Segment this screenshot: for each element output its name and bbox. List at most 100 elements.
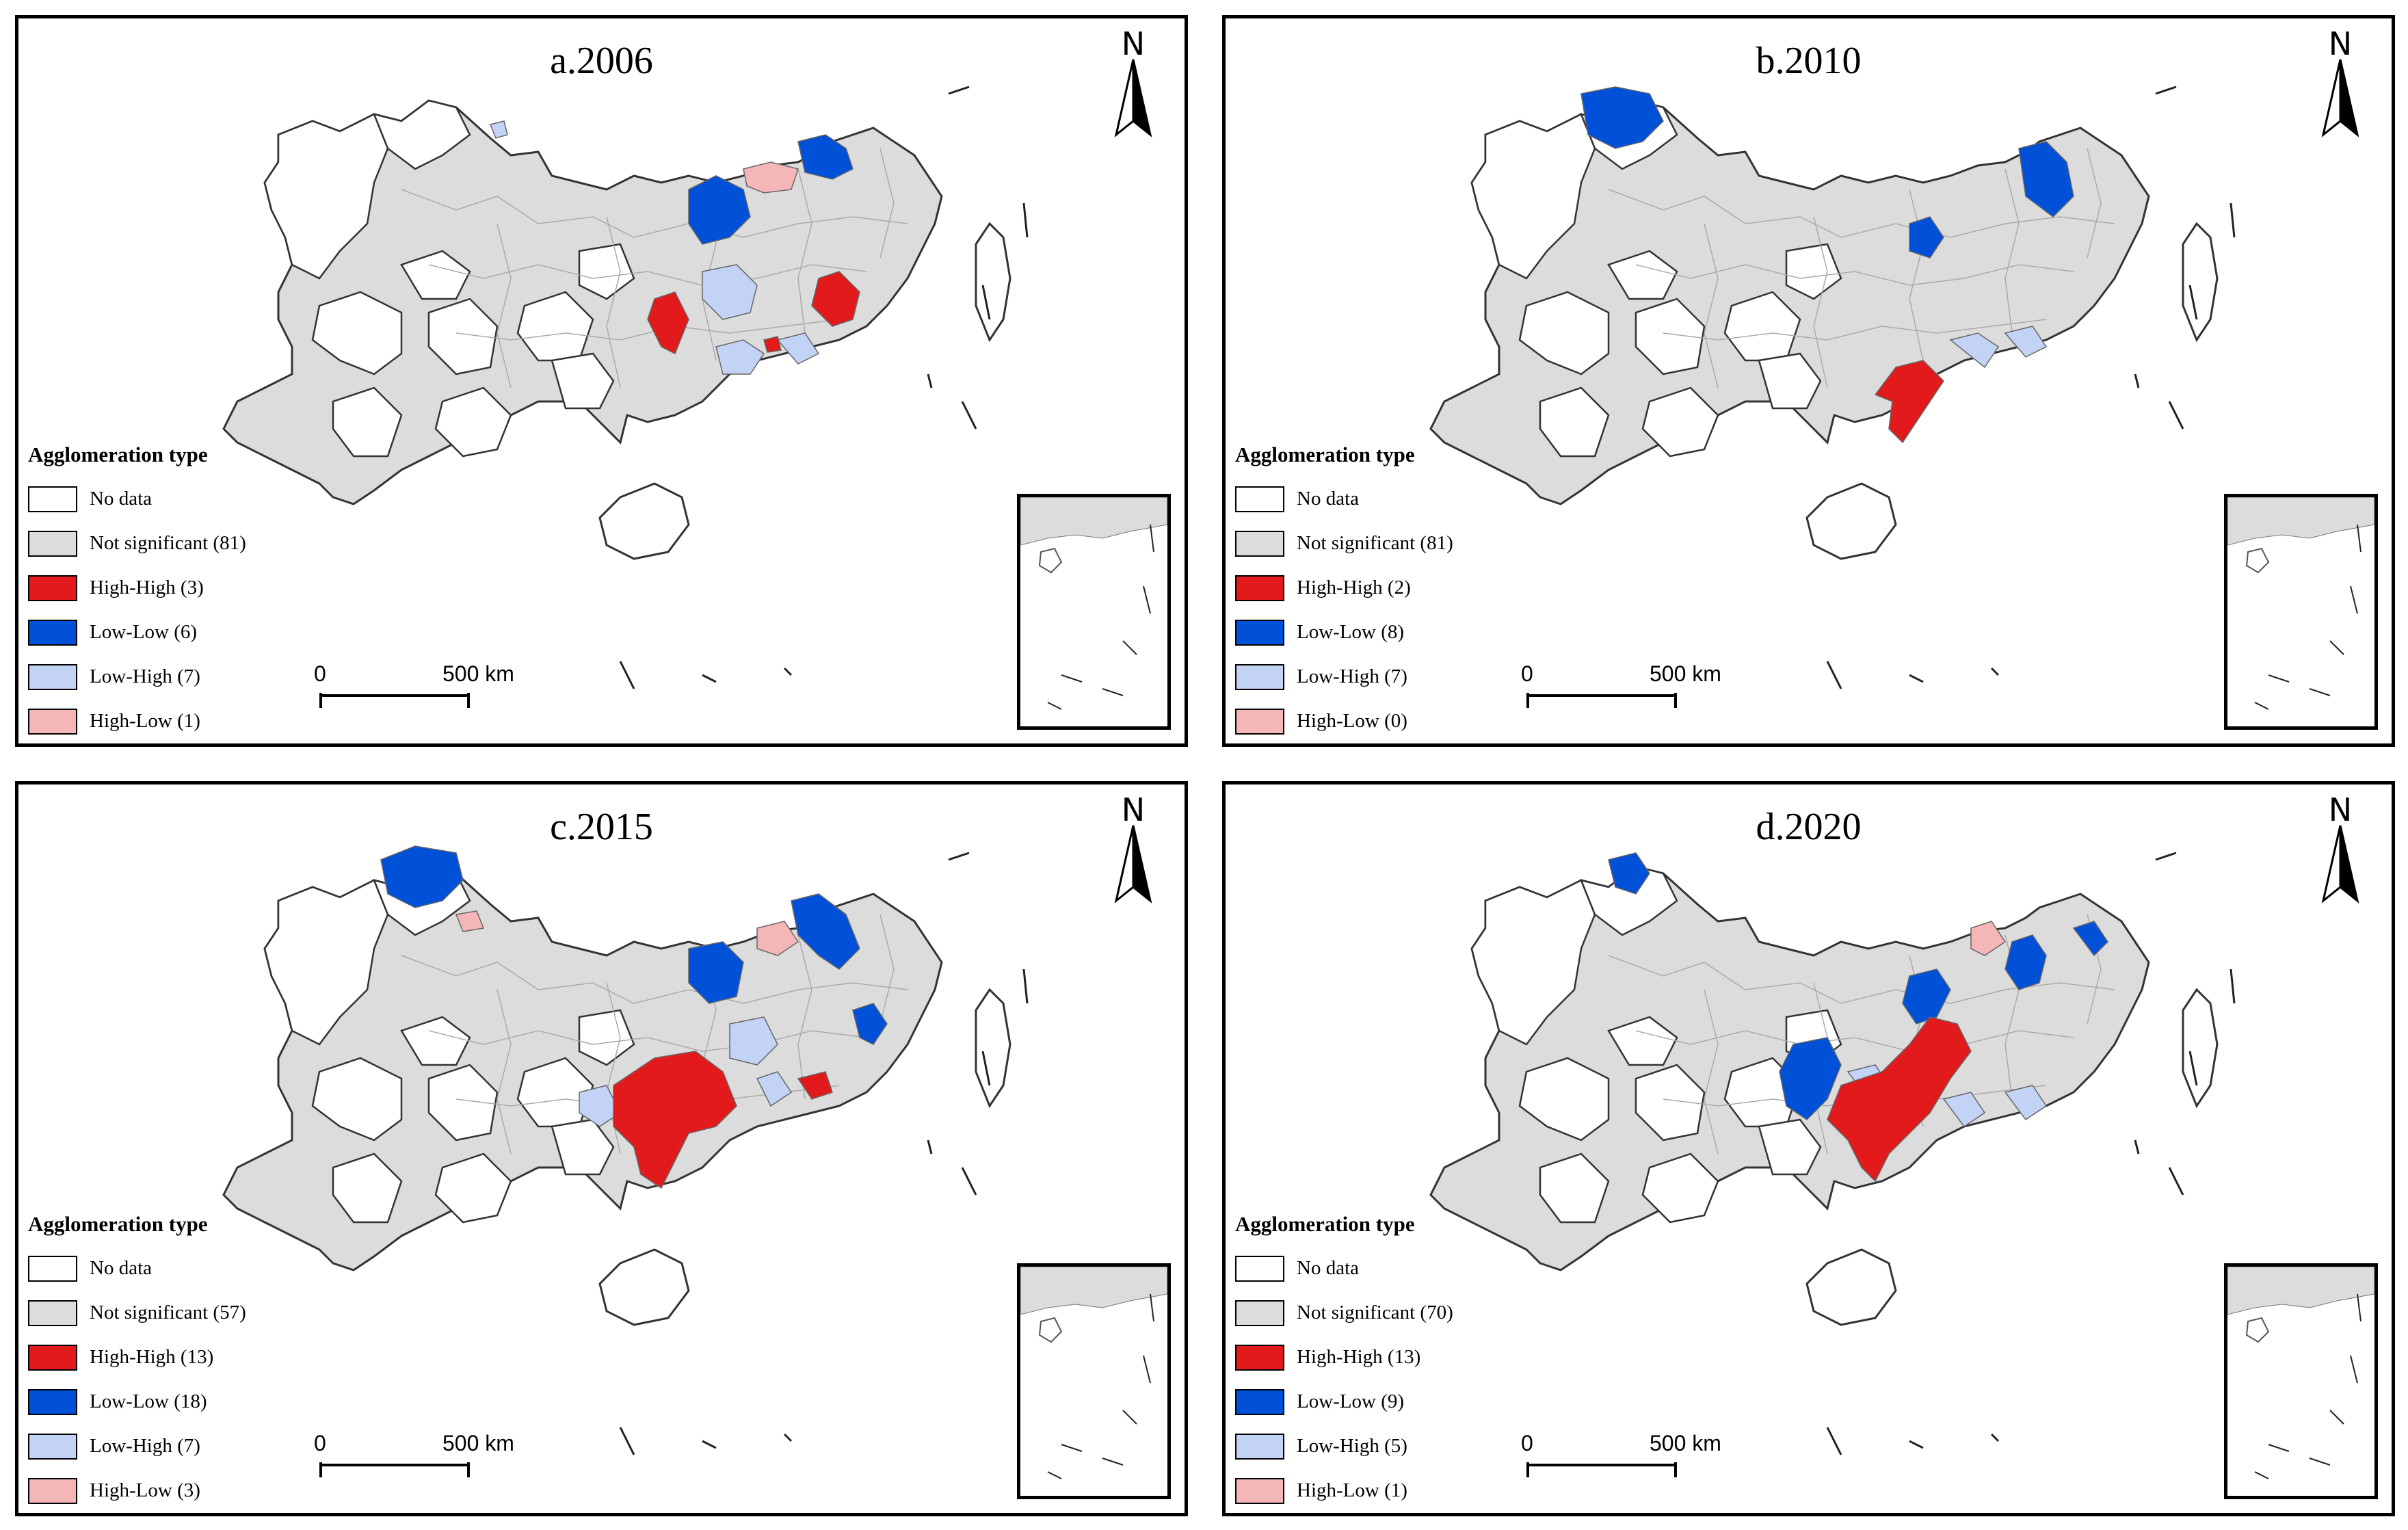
north-arrow-left: [2321, 825, 2342, 904]
division-line: [2087, 148, 2102, 259]
cluster-low-low: [2018, 141, 2074, 217]
legend-swatch: [1235, 1477, 1284, 1504]
legend-label: Not significant (81): [90, 532, 246, 554]
map-canvas: [222, 85, 1029, 689]
north-arrow-shape: [1114, 59, 1152, 137]
legend-label: High-High (13): [1297, 1346, 1421, 1368]
south-china-sea-inset: [1017, 494, 1171, 730]
north-label: N: [1121, 25, 1146, 62]
division-line: [428, 1030, 867, 1052]
cluster-low-high: [579, 1085, 621, 1127]
inset-boundary-dash: [1047, 1471, 1062, 1479]
scale-bar: 0 500 km: [314, 661, 514, 716]
boundary-dash: [2134, 373, 2140, 388]
north-arrow-right: [1132, 825, 1152, 904]
inset-boundary-dash: [2350, 585, 2358, 614]
legend-swatch: [28, 1255, 77, 1282]
cluster-low-low: [1779, 1037, 1842, 1120]
cluster-high-high: [1827, 1016, 1972, 1183]
no-data-region: [372, 99, 471, 170]
map-canvas: [1429, 852, 2236, 1455]
cluster-low-low: [1902, 968, 1951, 1025]
boundary-dash: [981, 1051, 991, 1086]
no-data-region: [551, 352, 615, 410]
scale-end: 500 km: [442, 661, 514, 686]
inset-boundary-dash: [1061, 674, 1083, 683]
division-line: [1813, 216, 1828, 388]
boundary-dash: [948, 852, 970, 861]
boundary-dash: [961, 1167, 977, 1196]
legend-title: Agglomeration type: [1235, 443, 1415, 466]
cluster-high-low: [756, 921, 799, 956]
legend-item: Not significant (81): [28, 521, 246, 566]
scale-tick: [319, 1462, 322, 1477]
division-line: [497, 223, 512, 388]
legend-swatch: [1235, 1300, 1284, 1326]
panel-title: a.2006: [550, 40, 653, 82]
cluster-high-high: [797, 1071, 833, 1100]
map-panel-b: b.2010 N Agglomeration type No data Not sign…: [1222, 15, 2395, 747]
boundary-dash: [1826, 661, 1842, 689]
legend-item: Low-High (7): [1235, 655, 1453, 699]
hainan-island: [1805, 1248, 1897, 1326]
legend-item: High-Low (1): [1235, 1468, 1453, 1513]
no-data-region: [400, 1016, 471, 1066]
north-arrow-right: [2339, 59, 2359, 137]
no-data-region: [332, 386, 403, 458]
no-data-region: [1641, 1152, 1719, 1224]
no-data-region: [1635, 298, 1706, 375]
north-arrow-shape: [2321, 825, 2359, 904]
legend-label: Low-Low (18): [90, 1390, 207, 1412]
inset-hainan: [1038, 1317, 1063, 1343]
scale-start: 0: [1521, 661, 1533, 686]
legend-title: Agglomeration type: [28, 443, 208, 466]
cluster-low-low: [1580, 86, 1664, 149]
division-line: [2005, 168, 2020, 334]
legend-label: High-Low (3): [90, 1479, 200, 1501]
scale-start: 0: [314, 661, 326, 686]
north-arrow-right: [1132, 59, 1152, 137]
legend-swatch: [28, 1344, 77, 1371]
scale-tick: [1674, 693, 1677, 708]
no-data-region: [434, 386, 512, 458]
legend-label: Low-High (7): [90, 665, 200, 687]
legend-item: High-High (13): [28, 1335, 246, 1380]
cluster-low-low: [2072, 921, 2108, 957]
boundary-dash: [783, 667, 793, 676]
inset-boundary-dash: [1061, 1444, 1083, 1452]
legend-label: No data: [90, 1257, 152, 1279]
no-data-region: [263, 113, 389, 280]
legend-swatch: [28, 619, 77, 646]
legend-label: Low-High (7): [1297, 665, 1407, 687]
no-data-region: [1758, 1118, 1822, 1176]
boundary-dash: [1990, 1433, 2000, 1442]
division-line: [428, 264, 867, 286]
taiwan-island: [2182, 988, 2219, 1109]
cluster-low-low: [791, 893, 860, 970]
legend-swatch: [28, 1477, 77, 1504]
scale-bar: 0 500 km: [1521, 1431, 1721, 1486]
panel-title: d.2020: [1756, 806, 1862, 848]
region-outline: [222, 865, 943, 1271]
north-arrow-icon: N: [2310, 791, 2371, 908]
legend-swatch: [1235, 663, 1284, 690]
north-arrow-left: [1114, 59, 1135, 137]
north-arrow-shape: [2321, 59, 2359, 137]
scale-bar: 0 500 km: [314, 1431, 514, 1486]
boundary-dash: [1909, 1440, 1924, 1449]
legend-title: Agglomeration type: [1235, 1212, 1415, 1236]
scale-end: 500 km: [442, 1431, 514, 1455]
legend-label: No data: [1297, 1257, 1359, 1279]
north-arrow-left: [2321, 59, 2342, 137]
legend-label: High-Low (1): [1297, 1479, 1407, 1501]
cluster-low-low: [2005, 934, 2047, 990]
taiwan-island: [975, 222, 1011, 343]
no-data-region: [427, 1064, 499, 1142]
no-data-region: [311, 291, 403, 375]
cluster-high-high: [811, 271, 860, 327]
south-china-sea-inset: [1017, 1263, 1171, 1499]
no-data-region: [1518, 1057, 1610, 1142]
division-line: [1635, 264, 2074, 286]
legend-swatch: [1235, 619, 1284, 646]
scale-tick: [1526, 693, 1529, 708]
